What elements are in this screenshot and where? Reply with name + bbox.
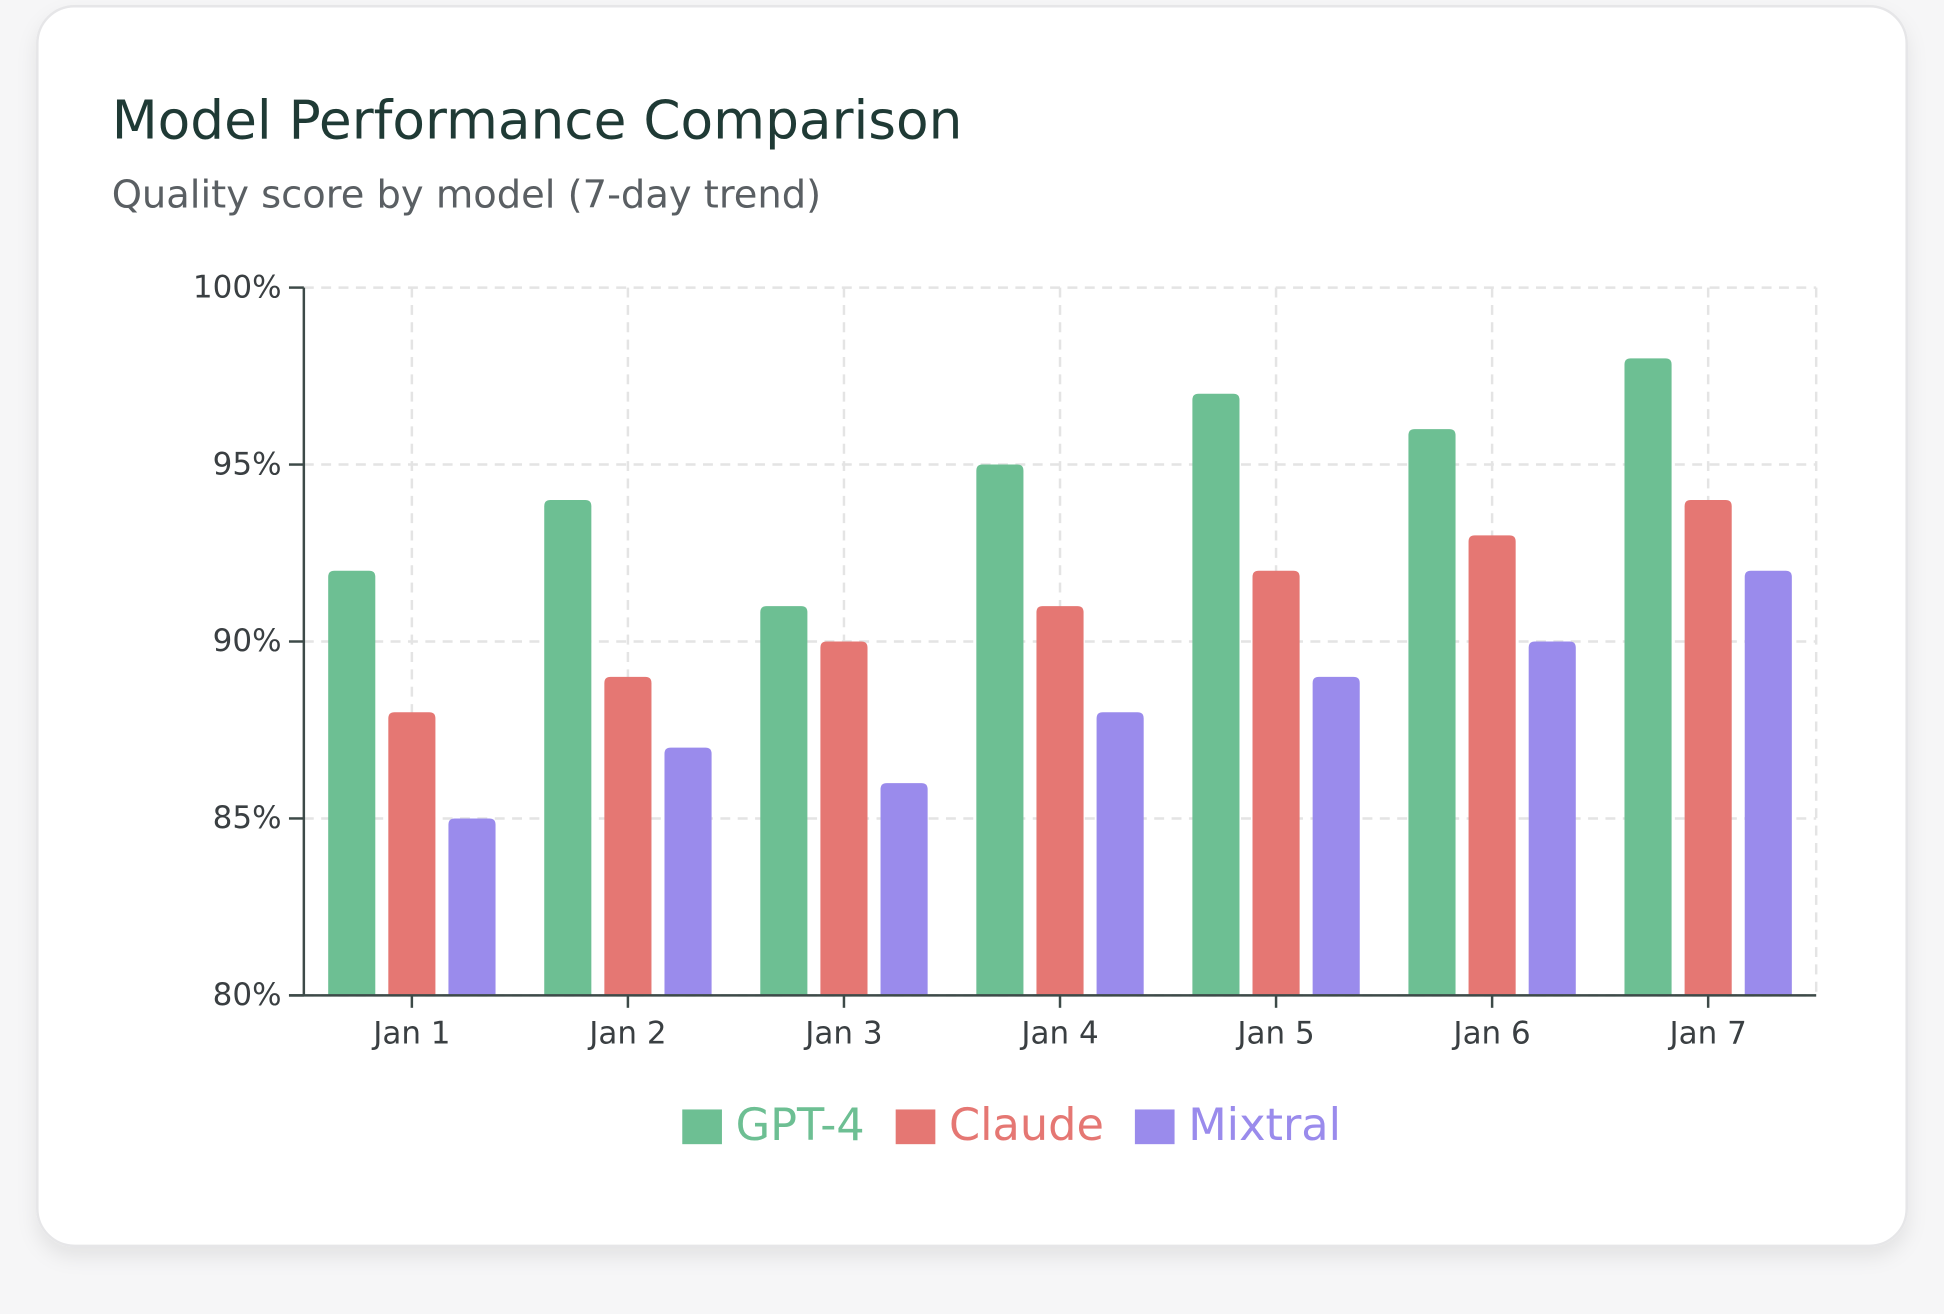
legend: GPT-4 Claude Mixtral bbox=[682, 1099, 1341, 1151]
x-tick-label: Jan 7 bbox=[1667, 1016, 1746, 1052]
bar bbox=[1684, 499, 1732, 996]
legend-swatch bbox=[1134, 1109, 1175, 1145]
bar bbox=[664, 747, 712, 996]
y-tick-label: 85% bbox=[213, 800, 282, 836]
x-tick-label: Jan 1 bbox=[371, 1016, 450, 1052]
bar bbox=[604, 676, 652, 996]
bar bbox=[1096, 712, 1144, 996]
bar bbox=[1312, 676, 1360, 996]
y-tick-label: 80% bbox=[213, 977, 282, 1013]
x-tick-label: Jan 6 bbox=[1451, 1016, 1530, 1052]
bar bbox=[448, 818, 496, 996]
bar bbox=[1192, 393, 1240, 996]
plot-area: 80% 85% 90% 95% 100% Jan 1 Jan 2 Jan 3 Jan 4 Jan … bbox=[193, 269, 1818, 1151]
y-tick-label: 100% bbox=[193, 269, 282, 305]
bar bbox=[328, 570, 376, 996]
legend-swatch bbox=[895, 1109, 936, 1145]
bar bbox=[1528, 641, 1576, 996]
bar bbox=[976, 464, 1024, 996]
legend-label: GPT-4 bbox=[736, 1099, 865, 1151]
bar bbox=[1624, 358, 1672, 996]
bar bbox=[820, 641, 868, 996]
bar bbox=[544, 499, 592, 996]
x-tick-label: Jan 5 bbox=[1235, 1016, 1314, 1052]
bar bbox=[1408, 429, 1456, 996]
bar bbox=[1468, 535, 1516, 996]
chart-title: Model Performance Comparison bbox=[112, 90, 963, 152]
bar bbox=[388, 712, 436, 996]
bar bbox=[760, 606, 808, 996]
chart-subtitle: Quality score by model (7-day trend) bbox=[112, 173, 821, 218]
legend-label: Claude bbox=[949, 1099, 1104, 1151]
bar bbox=[880, 783, 928, 996]
y-tick-label: 95% bbox=[213, 446, 282, 482]
x-tick-label: Jan 4 bbox=[1019, 1016, 1098, 1052]
bar bbox=[1252, 570, 1300, 996]
bar bbox=[1036, 606, 1084, 996]
y-tick-label: 90% bbox=[213, 623, 282, 659]
x-tick-label: Jan 3 bbox=[803, 1016, 882, 1052]
legend-label: Mixtral bbox=[1188, 1099, 1341, 1151]
bar bbox=[1744, 570, 1792, 996]
legend-swatch bbox=[682, 1109, 722, 1145]
x-tick-label: Jan 2 bbox=[587, 1016, 666, 1052]
